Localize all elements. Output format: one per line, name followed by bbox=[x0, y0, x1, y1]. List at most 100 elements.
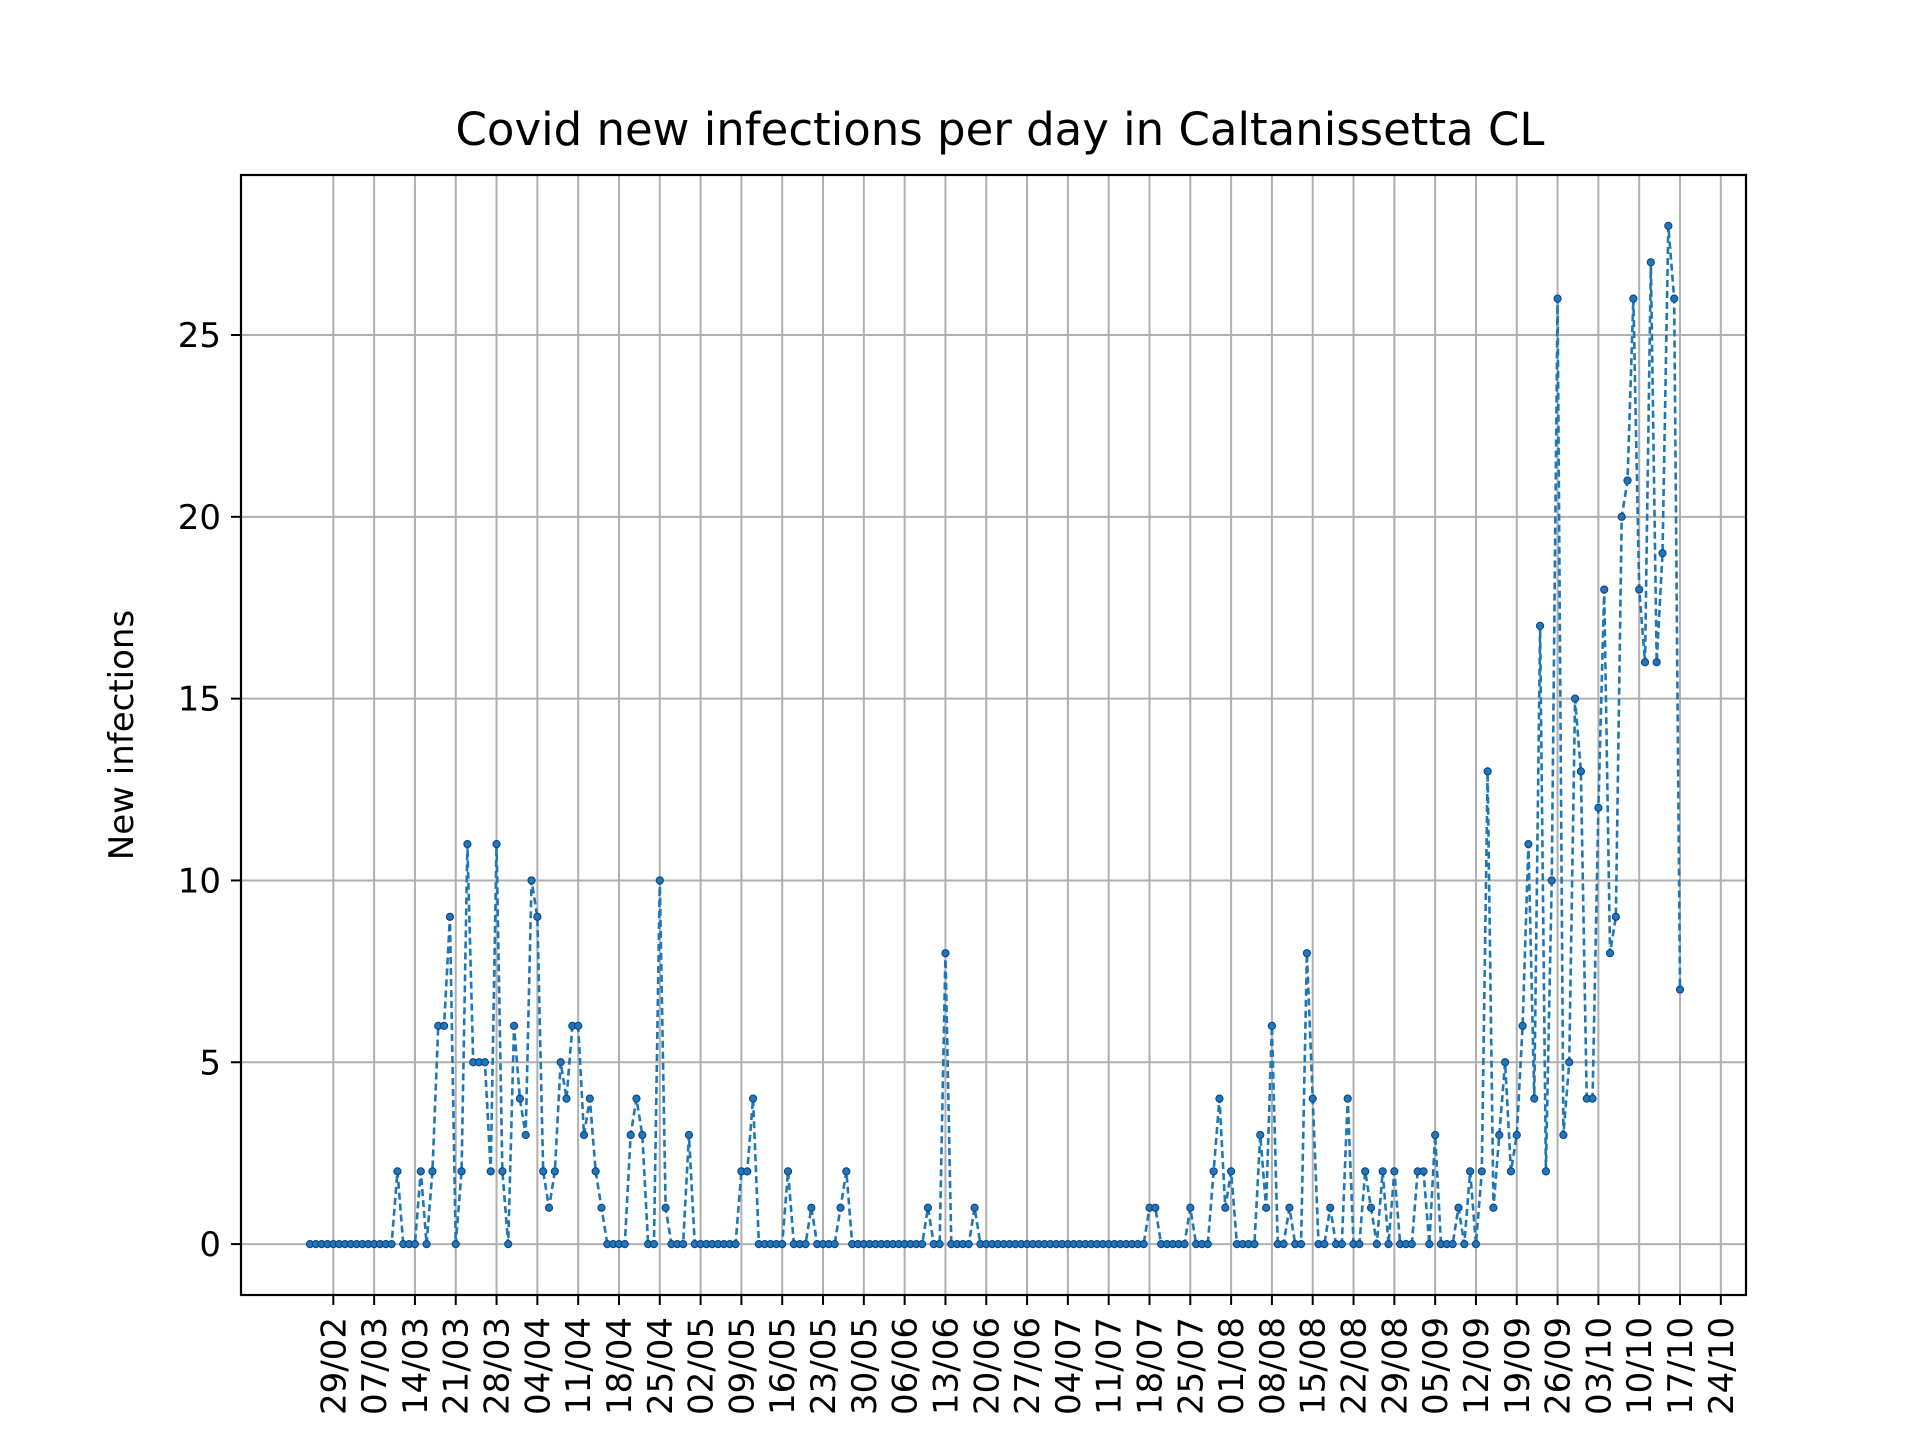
data-point bbox=[1366, 1203, 1376, 1212]
data-point bbox=[1180, 1239, 1189, 1249]
data-point bbox=[923, 1203, 933, 1212]
data-point bbox=[544, 1203, 554, 1212]
y-axis: 0 5 10 15 20 25 bbox=[178, 316, 241, 1265]
x-tick-label: 02/05 bbox=[682, 1317, 722, 1415]
y-grid bbox=[241, 334, 1746, 1246]
y-axis-label: New infections bbox=[102, 610, 142, 860]
data-point bbox=[550, 1167, 559, 1176]
data-point bbox=[498, 1167, 507, 1176]
data-point bbox=[1361, 1167, 1370, 1176]
data-point bbox=[492, 839, 501, 849]
y-tick-label: 5 bbox=[199, 1043, 221, 1083]
y-tick-label: 20 bbox=[178, 498, 221, 538]
data-point bbox=[1535, 621, 1545, 631]
data-point bbox=[410, 1239, 420, 1249]
x-tick-label: 22/08 bbox=[1335, 1317, 1375, 1415]
y-tick-label: 15 bbox=[178, 680, 221, 720]
data-point bbox=[445, 912, 455, 921]
data-point bbox=[1355, 1239, 1364, 1249]
data-point bbox=[801, 1239, 810, 1249]
data-point bbox=[515, 1094, 524, 1103]
data-point bbox=[1483, 767, 1492, 776]
data-point bbox=[783, 1167, 793, 1176]
data-point bbox=[1460, 1239, 1469, 1249]
data-point bbox=[1378, 1167, 1387, 1176]
x-tick-label: 29/08 bbox=[1375, 1317, 1415, 1415]
data-point bbox=[486, 1167, 495, 1176]
x-tick-label: 09/05 bbox=[722, 1317, 762, 1415]
data-point bbox=[1675, 985, 1685, 994]
x-tick-label: 04/07 bbox=[1049, 1317, 1089, 1415]
data-point bbox=[1605, 949, 1615, 958]
data-point bbox=[1227, 1167, 1236, 1176]
data-point bbox=[1658, 549, 1667, 558]
data-point bbox=[533, 912, 542, 921]
data-point bbox=[1629, 294, 1638, 303]
data-point bbox=[1343, 1094, 1352, 1103]
x-tick-label: 18/04 bbox=[600, 1317, 640, 1415]
x-tick-label: 11/07 bbox=[1090, 1317, 1130, 1415]
data-point bbox=[1501, 1058, 1510, 1067]
x-tick-label: 01/08 bbox=[1212, 1317, 1252, 1415]
data-point bbox=[1623, 476, 1632, 485]
data-point bbox=[1477, 1167, 1486, 1176]
data-point bbox=[1279, 1239, 1288, 1249]
data-point bbox=[556, 1058, 565, 1067]
x-tick-label: 15/08 bbox=[1294, 1317, 1334, 1415]
x-tick-label: 20/06 bbox=[967, 1317, 1007, 1415]
data-point bbox=[918, 1239, 927, 1249]
data-point bbox=[1547, 876, 1556, 885]
data-point bbox=[393, 1167, 402, 1176]
x-tick-label: 06/06 bbox=[886, 1317, 926, 1415]
data-point bbox=[416, 1167, 425, 1176]
data-point bbox=[1646, 258, 1655, 267]
data-point bbox=[941, 949, 950, 958]
data-point bbox=[504, 1239, 513, 1249]
y-tick-label: 0 bbox=[199, 1225, 221, 1265]
data-point bbox=[1320, 1239, 1329, 1249]
data-point bbox=[1203, 1239, 1212, 1249]
data-point bbox=[1209, 1167, 1218, 1176]
data-point bbox=[1454, 1203, 1463, 1212]
data-point bbox=[1617, 512, 1626, 521]
data-point bbox=[1285, 1203, 1294, 1212]
x-tick-label: 03/10 bbox=[1579, 1317, 1619, 1415]
data-point bbox=[743, 1167, 752, 1176]
data-point bbox=[638, 1130, 647, 1140]
data-series bbox=[305, 221, 1685, 1249]
x-tick-label: 25/04 bbox=[641, 1317, 681, 1415]
x-tick-label: 28/03 bbox=[478, 1317, 518, 1415]
x-tick-label: 23/05 bbox=[804, 1317, 844, 1415]
data-point bbox=[597, 1203, 606, 1212]
x-tick-label: 11/04 bbox=[559, 1317, 599, 1415]
data-point bbox=[655, 876, 664, 885]
chart-title: Covid new infections per day in Caltanis… bbox=[456, 103, 1545, 156]
x-tick-label: 07/03 bbox=[355, 1317, 395, 1415]
data-point bbox=[1267, 1021, 1277, 1031]
data-point bbox=[521, 1130, 530, 1140]
data-point bbox=[1565, 1058, 1574, 1067]
data-point bbox=[1296, 1239, 1306, 1249]
x-tick-label: 27/06 bbox=[1008, 1317, 1048, 1415]
data-point bbox=[748, 1094, 758, 1103]
x-tick-label: 29/02 bbox=[314, 1317, 354, 1415]
data-point bbox=[1495, 1130, 1504, 1140]
data-point bbox=[679, 1239, 688, 1249]
data-point bbox=[1553, 294, 1562, 303]
x-tick-label: 13/06 bbox=[926, 1317, 966, 1415]
data-point bbox=[574, 1021, 583, 1031]
data-point bbox=[661, 1203, 670, 1212]
data-point bbox=[1664, 221, 1673, 231]
data-point bbox=[527, 876, 536, 885]
data-point bbox=[1372, 1239, 1381, 1249]
x-tick-label: 30/05 bbox=[845, 1317, 885, 1415]
data-point bbox=[579, 1130, 589, 1140]
data-point bbox=[457, 1167, 466, 1176]
data-point bbox=[1576, 767, 1585, 776]
data-point bbox=[1390, 1167, 1399, 1176]
data-point bbox=[585, 1094, 594, 1103]
x-tick-label: 17/10 bbox=[1661, 1317, 1701, 1415]
data-point bbox=[1256, 1130, 1265, 1140]
